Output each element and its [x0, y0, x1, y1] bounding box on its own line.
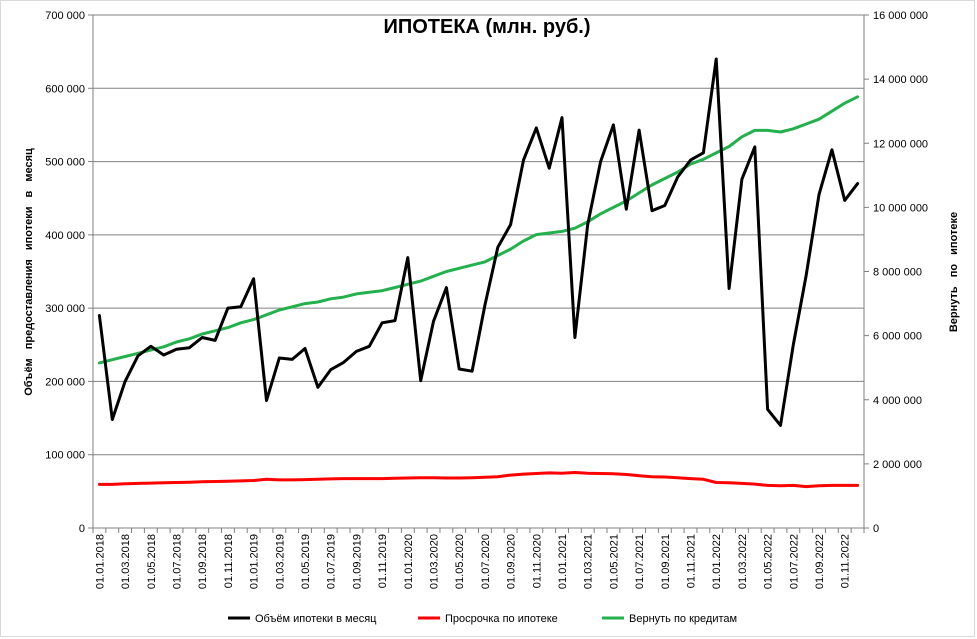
right-tick-label: 8 000 000: [873, 267, 922, 279]
left-tick-label: 700 000: [45, 10, 85, 22]
x-tick-label: 01.11.2019: [377, 534, 389, 588]
left-tick-label: 200 000: [45, 376, 85, 388]
right-axis-ticks: 0 2 000 000 4 000 000 6 000 000 8 000 000 10 …: [864, 10, 928, 535]
x-tick-label: 01.11.2020: [531, 534, 543, 588]
legend: Объём ипотеки в месяц Просрочка по ипотек…: [228, 613, 737, 625]
right-axis-label: Вернуть по ипотеке: [948, 212, 960, 332]
x-tick-label: 01.01.2021: [557, 534, 569, 589]
left-tick-label: 300 000: [45, 303, 85, 315]
x-tick-label: 01.03.2021: [583, 534, 595, 589]
series-group: [97, 57, 860, 489]
left-tick-label: 100 000: [45, 450, 85, 462]
right-tick-label: 14 000 000: [873, 74, 928, 86]
left-axis-label: Объём предоставления ипотеки в месяц: [23, 148, 35, 396]
x-tick-label: 01.05.2018: [146, 534, 158, 589]
x-tick-label: 01.03.2022: [737, 534, 749, 589]
series-volume-line: [97, 57, 860, 427]
right-tick-label: 2 000 000: [873, 459, 922, 471]
right-tick-label: 0: [873, 523, 879, 535]
x-tick-label: 01.01.2019: [249, 534, 261, 589]
x-tick-label: 01.11.2022: [840, 534, 852, 588]
axes: [92, 15, 865, 529]
x-tick-label: 01.07.2022: [788, 534, 800, 589]
series-repay-line: [97, 95, 860, 365]
series-overdue-line: [97, 471, 860, 489]
left-tick-label: 500 000: [45, 157, 85, 169]
right-tick-label: 10 000 000: [873, 202, 928, 214]
x-tick-label: 01.05.2020: [454, 534, 466, 589]
x-tick-label: 01.09.2021: [660, 534, 672, 589]
left-tick-label: 400 000: [45, 230, 85, 242]
x-tick-label: 01.01.2020: [403, 534, 415, 589]
left-axis-ticks: 0 100 000 200 000 300 000 400 000 500 000 600 …: [45, 10, 93, 535]
legend-label: Вернуть по кредитам: [629, 613, 737, 625]
x-tick-label: 01.03.2020: [429, 534, 441, 589]
x-tick-label: 01.09.2018: [197, 534, 209, 589]
left-tick-label: 0: [79, 523, 85, 535]
left-tick-label: 600 000: [45, 83, 85, 95]
x-tick-label: 01.09.2022: [814, 534, 826, 589]
x-tick-label: 01.05.2019: [300, 534, 312, 589]
x-tick-label: 01.09.2020: [506, 534, 518, 589]
right-tick-label: 4 000 000: [873, 395, 922, 407]
chart-title: ИПОТЕКА (млн. руб.): [383, 16, 590, 38]
x-tick-label: 01.05.2021: [608, 534, 620, 589]
x-tick-label: 01.01.2022: [711, 534, 723, 589]
right-tick-label: 6 000 000: [873, 331, 922, 343]
x-tick-label: 01.07.2020: [480, 534, 492, 589]
x-tick-label: 01.03.2018: [120, 534, 132, 589]
right-tick-label: 16 000 000: [873, 10, 928, 22]
x-tick-label: 01.11.2018: [223, 534, 235, 588]
x-tick-label: 01.05.2022: [763, 534, 775, 589]
grid: [93, 14, 864, 456]
x-tick-label: 01.11.2021: [686, 534, 698, 588]
legend-label: Просрочка по ипотеке: [445, 613, 558, 625]
x-tick-label: 01.03.2019: [274, 534, 286, 589]
x-tick-label: 01.09.2019: [351, 534, 363, 589]
x-axis-ticks: 01.01.2018 01.03.2018 01.05.2018 01.07.2018…: [92, 528, 865, 589]
x-tick-label: 01.07.2018: [172, 534, 184, 589]
x-tick-label: 01.07.2019: [326, 534, 338, 589]
x-tick-label: 01.01.2018: [94, 534, 106, 589]
x-tick-label: 01.07.2021: [634, 534, 646, 589]
legend-label: Объём ипотеки в месяц: [255, 613, 377, 625]
right-tick-label: 12 000 000: [873, 138, 928, 150]
